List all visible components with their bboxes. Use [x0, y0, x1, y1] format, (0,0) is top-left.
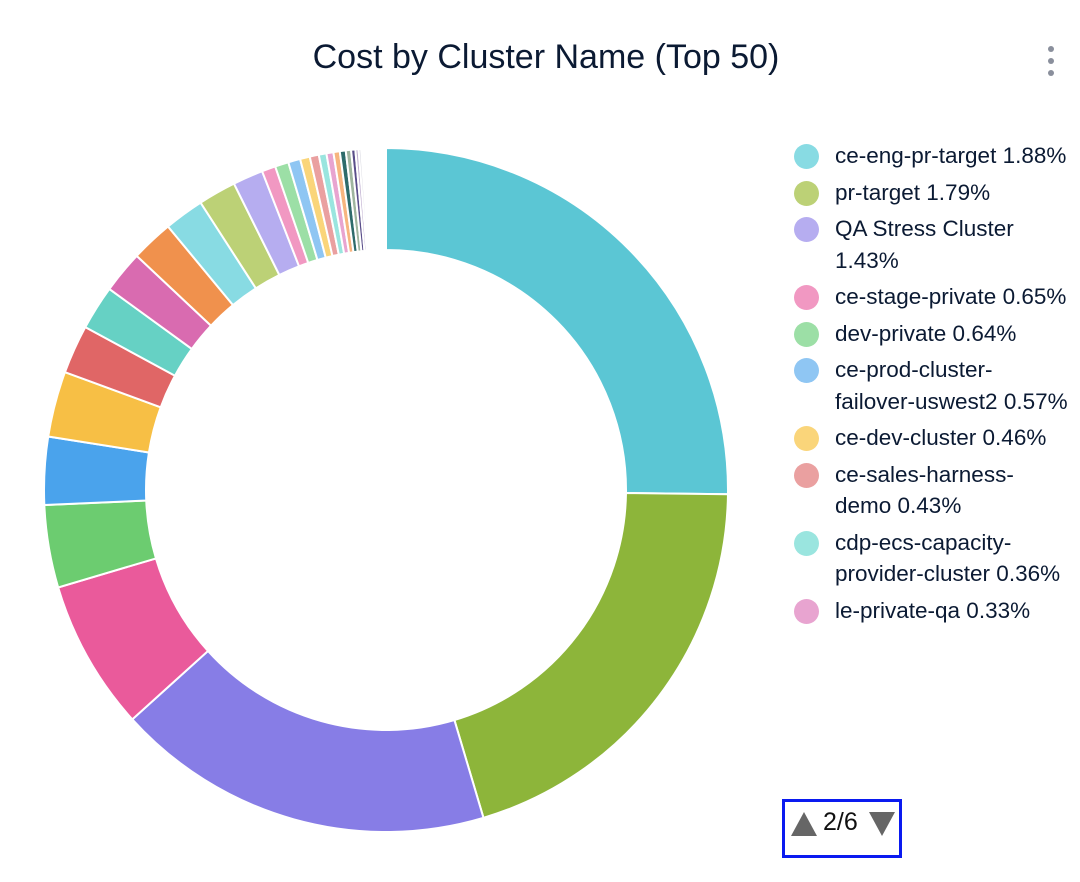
- legend-item[interactable]: le-private-qa 0.33%: [790, 595, 1070, 627]
- legend-item[interactable]: ce-sales-harness-demo 0.43%: [790, 459, 1070, 522]
- chart-title: Cost by Cluster Name (Top 50): [312, 38, 780, 76]
- legend-swatch: [794, 180, 819, 206]
- legend-label: QA Stress Cluster 1.43%: [835, 216, 1014, 273]
- slice-1[interactable]: [453, 492, 729, 820]
- legend-item[interactable]: ce-stage-private 0.65%: [790, 281, 1070, 313]
- triangle-down-icon[interactable]: [869, 812, 895, 836]
- legend-item[interactable]: cdp-ecs-capacity-provider-cluster 0.36%: [790, 527, 1070, 590]
- legend-swatch: [794, 321, 819, 347]
- legend-pagination: 2/6: [782, 799, 902, 858]
- triangle-up-icon[interactable]: [791, 812, 817, 836]
- slice-26[interactable]: [357, 147, 370, 252]
- legend-item[interactable]: dev-private 0.64%: [790, 318, 1070, 350]
- slice-2[interactable]: [130, 649, 485, 833]
- legend-swatch: [794, 217, 819, 242]
- legend-swatch: [794, 358, 819, 383]
- legend-item[interactable]: ce-prod-cluster-failover-uswest2 0.57%: [790, 354, 1070, 417]
- legend-item[interactable]: QA Stress Cluster 1.43%: [790, 213, 1070, 276]
- legend-swatch: [794, 462, 819, 488]
- chart-legend: ce-eng-pr-target 1.88% pr-target 1.79% Q…: [790, 140, 1080, 793]
- legend-label: ce-dev-cluster 0.46%: [835, 425, 1047, 450]
- legend-label: dev-private 0.64%: [835, 320, 1017, 346]
- legend-swatch: [794, 530, 819, 556]
- donut-chart: [43, 146, 729, 833]
- legend-page-indicator: 2/6: [823, 808, 858, 836]
- legend-swatch: [794, 285, 819, 310]
- legend-item[interactable]: ce-dev-cluster 0.46%: [790, 422, 1070, 454]
- legend-label: le-private-qa 0.33%: [835, 597, 1031, 623]
- legend-swatch: [794, 426, 819, 451]
- legend-swatch: [794, 598, 819, 624]
- kebab-menu-icon[interactable]: [1043, 46, 1059, 76]
- legend-label: ce-prod-cluster-failover-uswest2 0.57%: [835, 357, 1068, 414]
- legend-label: ce-stage-private 0.65%: [835, 284, 1067, 309]
- legend-label: pr-target 1.79%: [835, 179, 991, 205]
- legend-item[interactable]: pr-target 1.79%: [790, 177, 1070, 209]
- legend-label: ce-sales-harness-demo 0.43%: [835, 461, 1014, 519]
- legend-swatch: [794, 144, 819, 169]
- legend-item[interactable]: ce-eng-pr-target 1.88%: [790, 140, 1070, 172]
- legend-label: ce-eng-pr-target 1.88%: [835, 143, 1067, 168]
- slice-0[interactable]: [385, 146, 729, 496]
- legend-label: cdp-ecs-capacity-provider-cluster 0.36%: [835, 529, 1061, 587]
